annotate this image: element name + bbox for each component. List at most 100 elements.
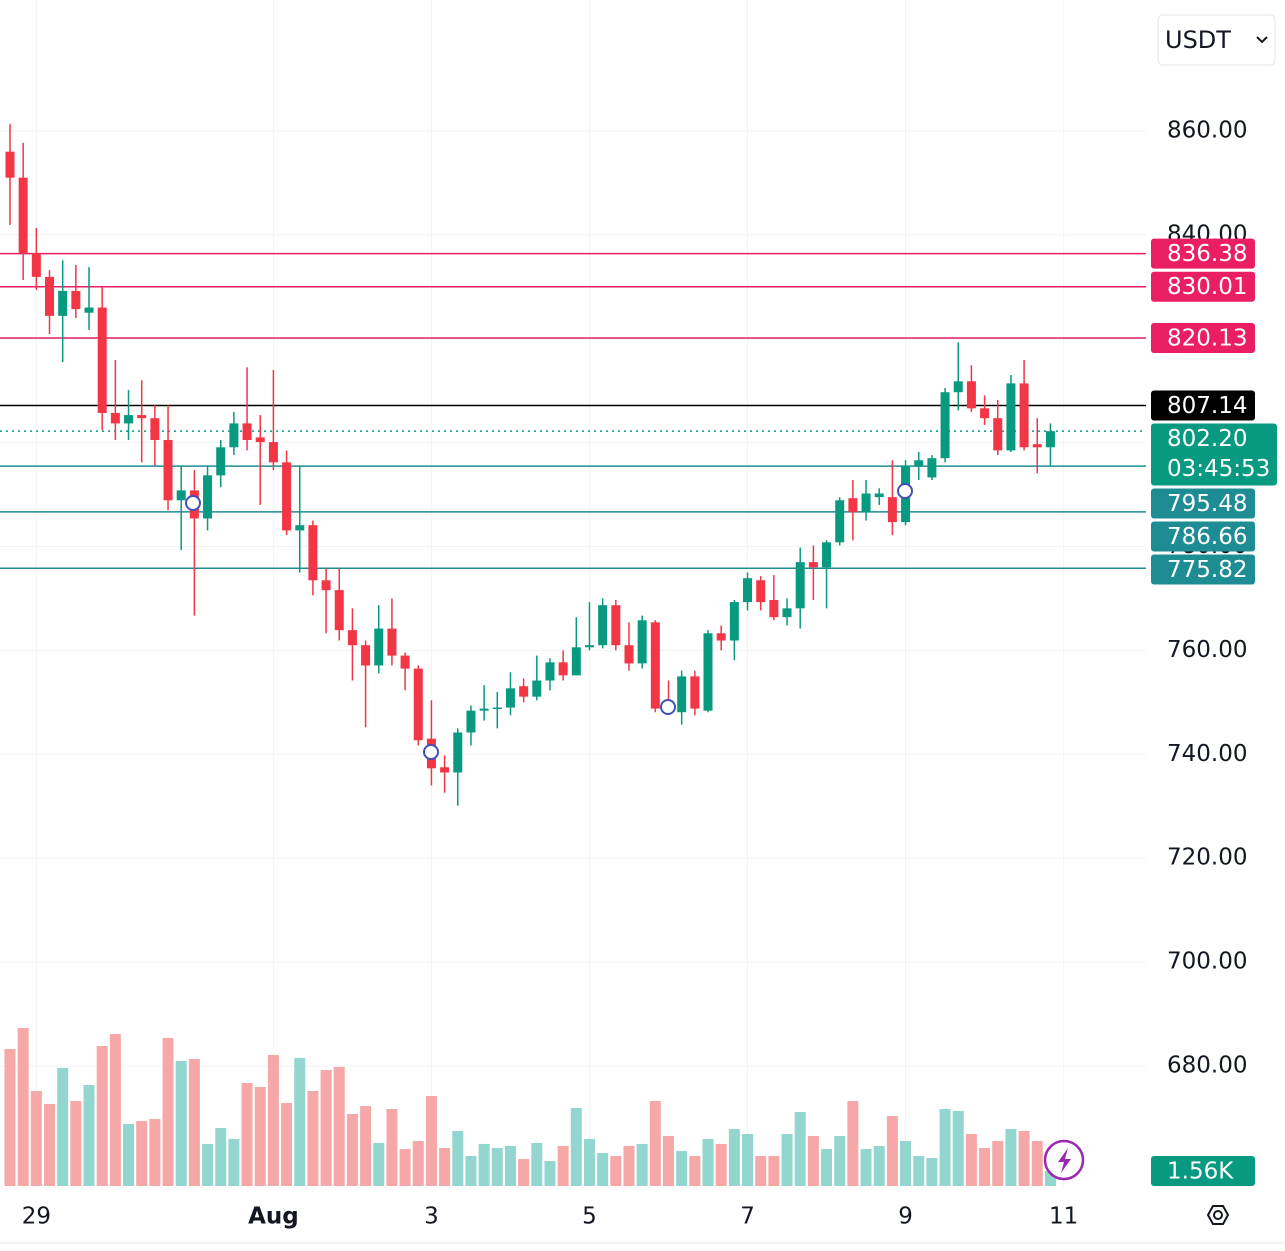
price-badge [1151, 390, 1255, 421]
candle-body [31, 252, 41, 277]
volume-bar [807, 1135, 819, 1186]
volume-bar [70, 1101, 82, 1186]
candle-body [914, 460, 924, 466]
volume-bar [926, 1157, 938, 1186]
candle-body [361, 645, 371, 666]
volume-bar [491, 1147, 503, 1186]
volume-badge-label: 1.56K [1167, 1159, 1234, 1185]
quick-action-button[interactable] [1043, 1139, 1085, 1181]
settings-button[interactable] [1206, 1205, 1230, 1225]
candle-body [97, 307, 107, 413]
candle-body [229, 423, 239, 448]
candle-body [268, 442, 278, 463]
price-badge-label: 786.66 [1167, 524, 1247, 550]
currency-selector[interactable]: USDT [1157, 14, 1276, 66]
time-axis: 29 Aug 3 5 7 9 11 [22, 1204, 1079, 1230]
volume-bar [570, 1107, 582, 1186]
volume-bar [1018, 1130, 1030, 1186]
price-badge-label: 775.82 [1167, 557, 1247, 583]
candle-body [374, 628, 384, 666]
y-tick-label: 720.00 [1167, 845, 1247, 871]
settings-icon[interactable] [1206, 1205, 1230, 1225]
candle-body [624, 645, 634, 664]
volume-bar [360, 1106, 372, 1186]
volume-bar [281, 1102, 293, 1186]
candle-body [492, 707, 502, 710]
dropdown-label[interactable]: USDT [1165, 26, 1231, 54]
dropdown-box[interactable] [1157, 14, 1276, 66]
volume-bar [307, 1090, 319, 1186]
candle-body [558, 662, 568, 676]
volume-bar [768, 1155, 780, 1186]
volume-bar [478, 1143, 490, 1186]
price-badge [1151, 521, 1255, 552]
volume-bar [702, 1138, 714, 1186]
price-badge [1151, 271, 1255, 302]
candle-body [242, 423, 252, 441]
candle-body [532, 680, 542, 697]
volume-bar [794, 1111, 806, 1186]
x-tick-label: 5 [582, 1204, 597, 1230]
volume-bar [939, 1109, 951, 1186]
candle-body [835, 500, 845, 543]
price-badge-label: 807.14 [1167, 393, 1247, 419]
dropdown-chevron[interactable] [1256, 36, 1268, 44]
candle-body [453, 732, 463, 773]
volume-bar [965, 1133, 977, 1186]
price-badge [1151, 323, 1255, 354]
candle-body [756, 580, 766, 603]
volume-bar [1005, 1128, 1017, 1186]
candle-body [848, 498, 858, 513]
volume-bar [1031, 1140, 1043, 1186]
volume-bar [742, 1133, 754, 1186]
price-badge [1151, 238, 1255, 269]
volume-bar [649, 1101, 661, 1186]
volume-bar [636, 1143, 648, 1186]
volume-bar [452, 1130, 464, 1186]
volume-bar [412, 1140, 424, 1186]
candle-body [677, 676, 687, 713]
candle-body [729, 602, 739, 641]
volume-bar [952, 1111, 964, 1186]
price-badge-label: 820.13 [1167, 326, 1247, 352]
volume-bar [57, 1068, 69, 1186]
volume-bar [215, 1128, 227, 1186]
signal-marker [185, 495, 201, 511]
volume-bar [689, 1155, 701, 1186]
candle-body [255, 437, 265, 443]
signal-marker [423, 744, 439, 760]
volume-bar [465, 1155, 477, 1186]
price-badge-label: 802.20 [1167, 426, 1247, 452]
x-tick-label: 3 [424, 1204, 439, 1230]
x-tick-label: 9 [898, 1204, 913, 1230]
volume-bar [557, 1145, 569, 1186]
y-tick-label: 760.00 [1167, 637, 1247, 663]
volume-bar [333, 1066, 345, 1186]
volume-bar [241, 1082, 253, 1186]
volume-bar [623, 1145, 635, 1186]
price-badge [1151, 488, 1255, 519]
volume-bar [96, 1046, 108, 1186]
price-badge-label: 830.01 [1167, 274, 1247, 300]
candle-body [743, 578, 753, 603]
candle-body [769, 600, 779, 618]
volume-bar [83, 1085, 95, 1186]
candle-body [598, 605, 608, 646]
volume-bar [386, 1109, 398, 1186]
price-badge-label: 795.48 [1167, 491, 1247, 517]
volume-bar [162, 1037, 174, 1186]
candle-body [927, 458, 937, 478]
y-tick-label: 740.00 [1167, 741, 1247, 767]
candle-body [479, 708, 489, 711]
candle-body [1006, 383, 1016, 451]
candle-body [505, 688, 515, 708]
volume-bar [425, 1095, 437, 1186]
volume-bar [294, 1058, 306, 1186]
volume-bar [834, 1135, 846, 1186]
candle-body [980, 408, 990, 419]
candle-body [45, 276, 55, 316]
price-badge [1151, 423, 1277, 486]
candle-body [874, 493, 884, 498]
